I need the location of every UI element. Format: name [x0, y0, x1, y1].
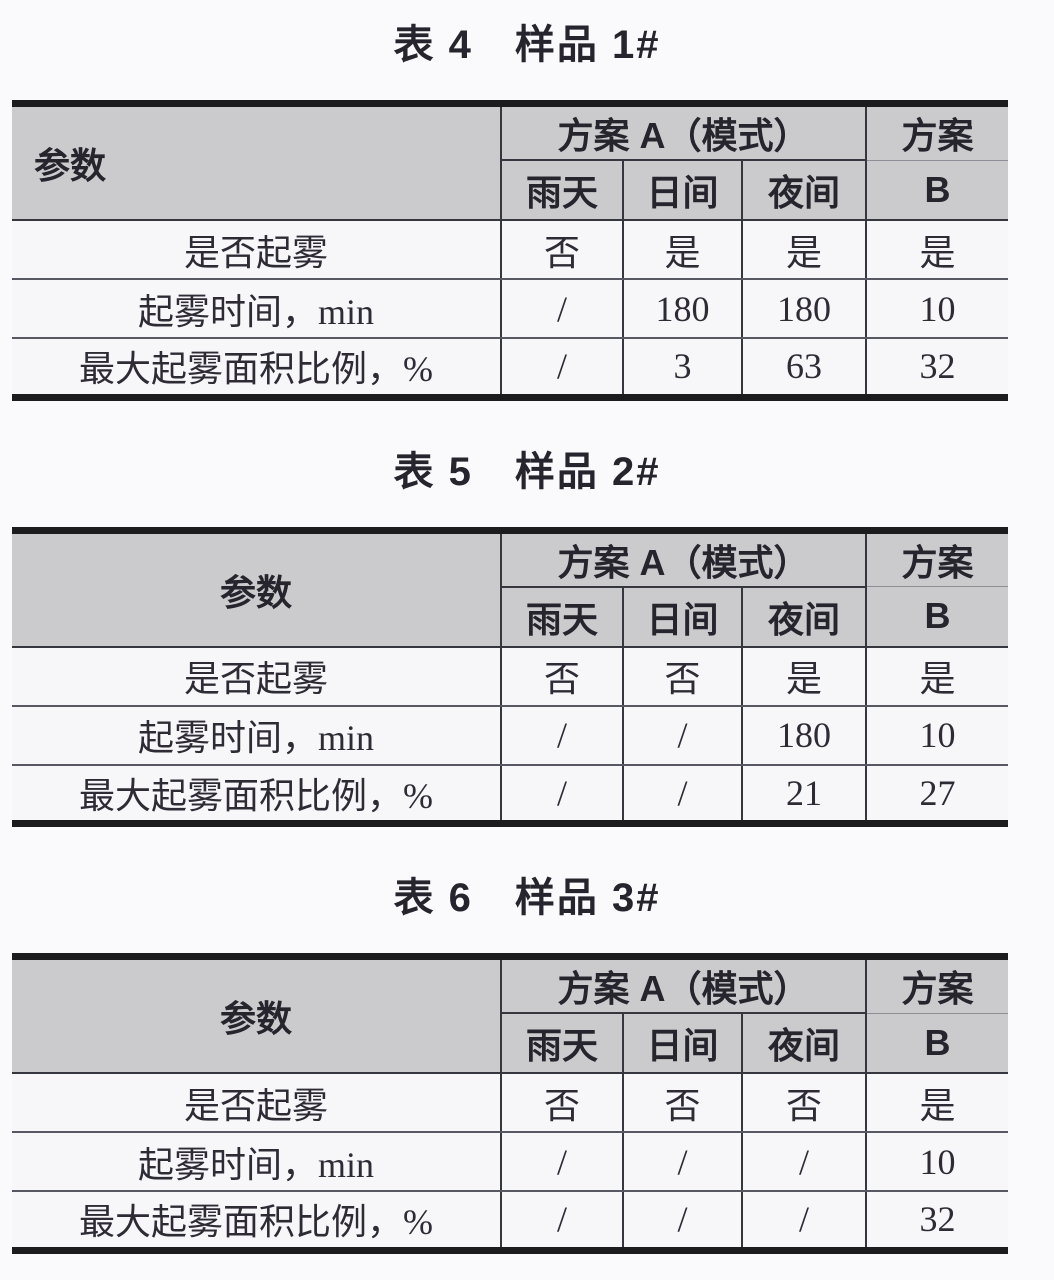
header-plan-a: 方案 A（模式） — [500, 103, 866, 161]
table-title: 表 5 样品 2# — [393, 449, 661, 494]
cell-value: 180 — [741, 279, 866, 339]
row-label: 最大起雾面积比例，% — [79, 1202, 433, 1243]
header-sub-night: 夜间 — [741, 1013, 866, 1074]
cell-value: 是 — [865, 220, 1008, 280]
row-label: 是否起雾 — [12, 1073, 501, 1133]
table-title: 表 6 样品 3# — [393, 876, 661, 920]
cell-value: / — [622, 764, 742, 824]
header-sub-rain: 雨天 — [501, 586, 623, 648]
header-row-2: 雨天 日间 夜间 B — [12, 1013, 1008, 1074]
cell-value: / — [741, 1132, 866, 1192]
row-label: 是否起雾 — [12, 220, 501, 280]
header-sub-night: 夜间 — [741, 160, 866, 221]
table-row: 是否起雾 否 是 是 是 — [12, 220, 1008, 280]
header-plan-a: 方案 A（模式） — [500, 956, 866, 1014]
cell-value: / — [500, 1132, 623, 1192]
cell-value: 180 — [741, 705, 866, 766]
cell-value: 27 — [865, 764, 1008, 824]
header-row-1: 参数 方案 A（模式） 方案 — [12, 530, 1008, 648]
table-row: 起雾时间，min / / / 10 — [12, 1132, 1008, 1192]
cell-value: 3 — [622, 338, 742, 397]
header-sub-day: 日间 — [622, 1013, 742, 1074]
header-param: 参数 — [12, 103, 502, 221]
cell-value: 10 — [865, 1132, 1008, 1192]
table-row: 起雾时间，min / / 180 10 — [12, 705, 1008, 766]
header-param: 参数 — [12, 956, 502, 1074]
cell-value: 是 — [741, 220, 866, 280]
cell-value: 10 — [865, 279, 1008, 339]
table-row: 是否起雾 否 否 否 是 — [12, 1073, 1008, 1133]
header-plan-b-bottom: B — [865, 160, 1008, 221]
row-label: 最大起雾面积比例，% — [79, 775, 433, 816]
cell-value: 180 — [622, 279, 742, 339]
data-table-sample-1: 参数 方案 A（模式） 方案 雨天 日间 夜间 B 是否起雾 否 是 是 是 — [12, 100, 1008, 401]
header-row-2: 雨天 日间 夜间 B — [12, 160, 1008, 221]
table-block-sample-3: 表 6 样品 3# 参数 方案 A（模式） 方案 雨天 日间 夜间 B — [0, 873, 1054, 1254]
cell-value: / — [741, 1191, 866, 1250]
cell-value: 是 — [622, 220, 742, 280]
header-plan-b-bottom: B — [865, 586, 1008, 648]
header-param: 参数 — [12, 530, 502, 648]
data-table-sample-3: 参数 方案 A（模式） 方案 雨天 日间 夜间 B 是否起雾 否 否 否 是 — [12, 953, 1008, 1254]
header-plan-b-top: 方案 — [865, 103, 1008, 161]
header-sub-rain: 雨天 — [501, 1013, 623, 1074]
cell-value: 是 — [741, 646, 866, 707]
row-label: 最大起雾面积比例，% — [79, 349, 433, 390]
cell-value: 是 — [865, 1073, 1008, 1133]
cell-value: / — [500, 1191, 623, 1250]
header-row-1: 参数 方案 A（模式） 方案 — [12, 956, 1008, 1074]
cell-value: 63 — [741, 338, 866, 397]
row-label: 起雾时间，min — [12, 279, 501, 339]
row-label: 起雾时间，min — [12, 705, 501, 766]
cell-value: 否 — [622, 1073, 742, 1133]
table-row: 起雾时间，min / 180 180 10 — [12, 279, 1008, 339]
cell-value: 10 — [865, 705, 1008, 766]
header-sub-night: 夜间 — [741, 586, 866, 648]
row-label: 是否起雾 — [12, 646, 501, 707]
cell-value: 32 — [865, 338, 1008, 397]
cell-value: 21 — [741, 764, 866, 824]
cell-value: 否 — [500, 646, 623, 707]
table-row: 是否起雾 否 否 是 是 — [12, 646, 1008, 707]
row-label: 起雾时间，min — [12, 1132, 501, 1192]
cell-value: 是 — [865, 646, 1008, 707]
header-row-1: 参数 方案 A（模式） 方案 — [12, 103, 1008, 221]
page: 表 4 样品 1# 参数 方案 A（模式） 方案 雨天 日间 夜间 B — [0, 20, 1054, 1254]
cell-value: 否 — [500, 220, 623, 280]
header-plan-b-bottom: B — [865, 1013, 1008, 1074]
cell-value: / — [500, 279, 623, 339]
header-sub-day: 日间 — [622, 160, 742, 221]
header-sub-day: 日间 — [622, 586, 742, 648]
table-title: 表 4 样品 1# — [393, 23, 661, 67]
cell-value: / — [622, 1191, 742, 1250]
header-sub-rain: 雨天 — [501, 160, 623, 221]
table-row: 最大起雾面积比例，% / 3 63 32 — [12, 338, 1008, 397]
header-plan-a: 方案 A（模式） — [500, 530, 866, 588]
cell-value: 32 — [865, 1191, 1008, 1250]
cell-value: 否 — [741, 1073, 866, 1133]
table-row: 最大起雾面积比例，% / / 21 27 — [12, 764, 1008, 824]
cell-value: / — [500, 705, 623, 766]
table-block-sample-1: 表 4 样品 1# 参数 方案 A（模式） 方案 雨天 日间 夜间 B — [0, 20, 1054, 401]
cell-value: / — [622, 1132, 742, 1192]
header-row-2: 雨天 日间 夜间 B — [12, 586, 1008, 648]
cell-value: / — [622, 705, 742, 766]
cell-value: / — [500, 338, 623, 397]
table-row: 最大起雾面积比例，% / / / 32 — [12, 1191, 1008, 1250]
header-plan-b-top: 方案 — [865, 956, 1008, 1014]
data-table-sample-2: 参数 方案 A（模式） 方案 雨天 日间 夜间 B 是否起雾 否 否 是 是 — [12, 526, 1008, 827]
table-block-sample-2: 表 5 样品 2# 参数 方案 A（模式） 方案 雨天 日间 夜间 B — [0, 447, 1054, 827]
cell-value: / — [500, 764, 623, 824]
header-plan-b-top: 方案 — [865, 530, 1008, 587]
cell-value: 否 — [500, 1073, 623, 1133]
cell-value: 否 — [622, 646, 742, 707]
